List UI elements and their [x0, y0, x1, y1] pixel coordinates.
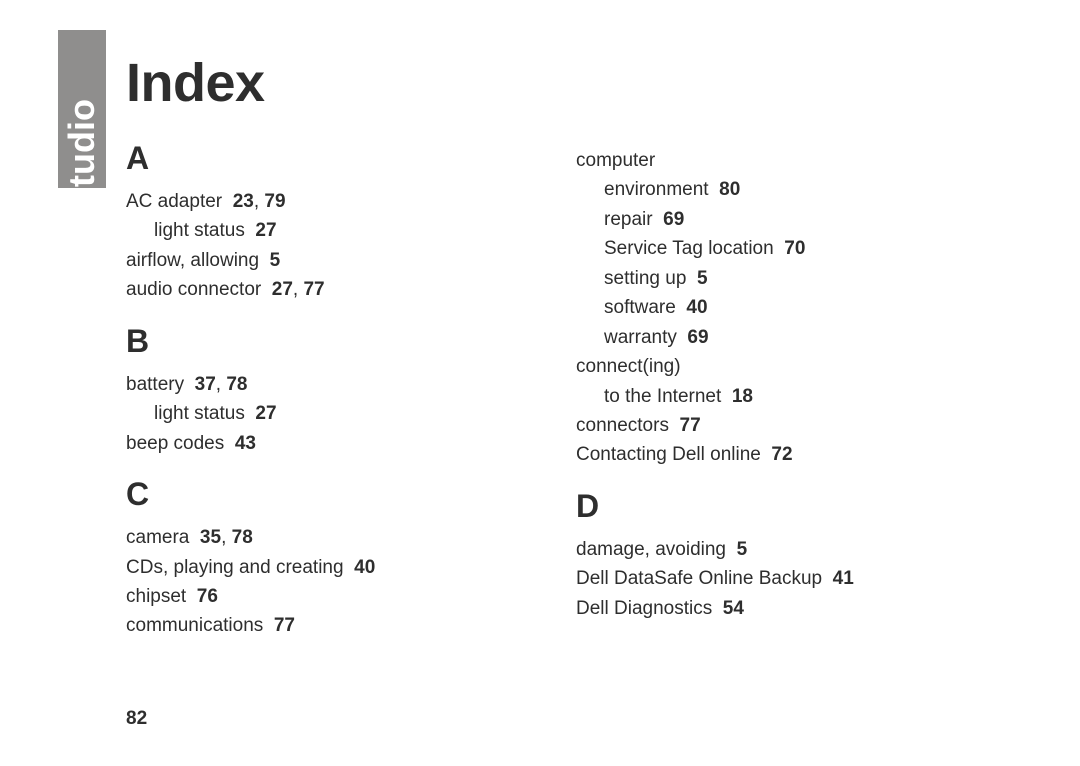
index-entry-pages: 41	[833, 568, 854, 589]
section-b-entries: battery 37, 78light status 27beep codes …	[126, 370, 496, 458]
index-entry-text: Contacting Dell online	[576, 444, 761, 465]
index-entry-pages: 40	[686, 297, 707, 318]
section-c2-entries: computerenvironment 80repair 69Service T…	[576, 146, 946, 470]
index-entry: software 40	[576, 293, 946, 322]
index-entry-pages: 40	[354, 557, 375, 578]
page-number: 82	[126, 708, 147, 730]
index-entry: Service Tag location 70	[576, 234, 946, 263]
section-heading-c: C	[126, 476, 496, 513]
index-entry: Dell Diagnostics 54	[576, 594, 946, 623]
side-tab-label: studio	[61, 99, 103, 188]
index-entry: airflow, allowing 5	[126, 246, 496, 275]
index-column-right: computerenvironment 80repair 69Service T…	[576, 140, 946, 641]
index-entry: AC adapter 23, 79	[126, 187, 496, 216]
section-a-entries: AC adapter 23, 79light status 27airflow,…	[126, 187, 496, 305]
section-heading-a: A	[126, 140, 496, 177]
index-entry: to the Internet 18	[576, 382, 946, 411]
index-entry-text: setting up	[604, 268, 686, 289]
page-title: Index	[126, 52, 265, 114]
index-entry-text: CDs, playing and creating	[126, 557, 344, 578]
index-entry-text: environment	[604, 179, 709, 200]
index-entry-pages: 5	[270, 250, 281, 271]
index-entry-text: chipset	[126, 586, 186, 607]
index-column-left: A AC adapter 23, 79light status 27airflo…	[126, 140, 496, 641]
index-entry-text: computer	[576, 150, 655, 171]
index-entry-text: repair	[604, 209, 653, 230]
index-entry: CDs, playing and creating 40	[126, 553, 496, 582]
index-page: studio Index A AC adapter 23, 79light st…	[0, 0, 1080, 766]
index-entry-pages: 77	[680, 415, 701, 436]
index-entry: computer	[576, 146, 946, 175]
index-entry: communications 77	[126, 611, 496, 640]
index-entry-pages: 43	[235, 433, 256, 454]
index-entry-pages: 77	[274, 615, 295, 636]
index-entry-text: communications	[126, 615, 263, 636]
index-entry: connect(ing)	[576, 352, 946, 381]
index-entry-pages: 72	[771, 444, 792, 465]
index-entry-pages: 5	[737, 539, 748, 560]
index-entry-pages: 5	[697, 268, 708, 289]
index-entry: audio connector 27, 77	[126, 275, 496, 304]
index-entry-text: beep codes	[126, 433, 224, 454]
index-entry-pages: 35, 78	[200, 527, 253, 548]
section-heading-d: D	[576, 488, 946, 525]
index-entry-text: connect(ing)	[576, 356, 681, 377]
index-entry-pages: 23, 79	[233, 191, 286, 212]
index-entry-pages: 76	[197, 586, 218, 607]
index-entry-text: Dell DataSafe Online Backup	[576, 568, 822, 589]
index-entry-pages: 27	[255, 403, 276, 424]
index-entry: camera 35, 78	[126, 523, 496, 552]
index-entry: environment 80	[576, 175, 946, 204]
index-entry-pages: 54	[723, 598, 744, 619]
index-entry-pages: 27, 77	[272, 279, 325, 300]
index-entry-text: warranty	[604, 327, 677, 348]
index-entry: connectors 77	[576, 411, 946, 440]
index-entry-text: airflow, allowing	[126, 250, 259, 271]
index-entry: light status 27	[126, 216, 496, 245]
index-entry-text: to the Internet	[604, 386, 721, 407]
index-entry-pages: 27	[255, 220, 276, 241]
side-tab: studio	[58, 30, 106, 188]
index-entry-text: connectors	[576, 415, 669, 436]
index-entry-pages: 69	[663, 209, 684, 230]
index-columns: A AC adapter 23, 79light status 27airflo…	[126, 140, 946, 641]
index-entry-pages: 69	[687, 327, 708, 348]
index-entry-pages: 18	[732, 386, 753, 407]
index-entry-pages: 70	[784, 238, 805, 259]
index-entry: light status 27	[126, 399, 496, 428]
section-d-entries: damage, avoiding 5Dell DataSafe Online B…	[576, 535, 946, 623]
index-entry: warranty 69	[576, 323, 946, 352]
index-entry: battery 37, 78	[126, 370, 496, 399]
index-entry-text: light status	[154, 220, 245, 241]
index-entry-text: light status	[154, 403, 245, 424]
index-entry-text: software	[604, 297, 676, 318]
index-entry-text: audio connector	[126, 279, 261, 300]
index-entry: Contacting Dell online 72	[576, 440, 946, 469]
section-c-entries: camera 35, 78CDs, playing and creating 4…	[126, 523, 496, 641]
index-entry: beep codes 43	[126, 429, 496, 458]
section-heading-b: B	[126, 323, 496, 360]
index-entry-pages: 80	[719, 179, 740, 200]
index-entry: setting up 5	[576, 264, 946, 293]
index-entry: Dell DataSafe Online Backup 41	[576, 564, 946, 593]
index-entry: damage, avoiding 5	[576, 535, 946, 564]
index-entry-text: Dell Diagnostics	[576, 598, 712, 619]
index-entry-text: AC adapter	[126, 191, 222, 212]
index-entry: repair 69	[576, 205, 946, 234]
index-entry-text: damage, avoiding	[576, 539, 726, 560]
index-entry-text: battery	[126, 374, 184, 395]
index-entry: chipset 76	[126, 582, 496, 611]
index-entry-text: Service Tag location	[604, 238, 774, 259]
index-entry-pages: 37, 78	[195, 374, 248, 395]
index-entry-text: camera	[126, 527, 189, 548]
